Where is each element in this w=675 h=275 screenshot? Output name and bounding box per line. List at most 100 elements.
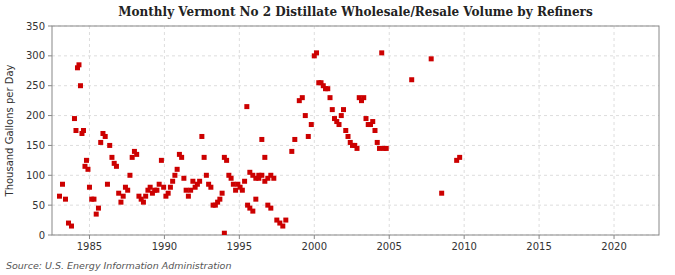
grid	[52, 26, 659, 235]
point	[109, 155, 114, 160]
point	[157, 182, 162, 187]
x-tick	[389, 235, 390, 239]
point	[309, 122, 314, 127]
title: Monthly Vermont No 2 Distillate Wholesal…	[118, 5, 593, 19]
point	[346, 134, 351, 139]
point	[409, 77, 414, 82]
point	[280, 224, 285, 229]
point	[96, 206, 101, 211]
point	[202, 155, 207, 160]
grid-line-x	[239, 26, 240, 235]
point	[130, 155, 135, 160]
point	[87, 185, 92, 190]
x-tick-label: 2005	[376, 241, 401, 252]
x-tick	[314, 235, 315, 239]
y-tick-label: 50	[32, 200, 45, 211]
grid-line-y	[52, 55, 659, 56]
y-tick	[48, 115, 52, 116]
x-tick-label: 1990	[152, 241, 177, 252]
point	[300, 95, 305, 100]
point	[375, 140, 380, 145]
x-tick-label: 1995	[227, 241, 252, 252]
point	[262, 179, 267, 184]
x-tick	[539, 235, 540, 239]
y-tick	[48, 205, 52, 206]
y-tick	[48, 235, 52, 236]
y-axis-label: Thousand Gallons per Day	[4, 64, 15, 197]
point	[166, 191, 171, 196]
point	[314, 50, 319, 55]
grid-line-y	[52, 115, 659, 116]
point	[208, 185, 213, 190]
point	[328, 95, 333, 100]
points	[57, 50, 462, 235]
point	[179, 155, 184, 160]
point	[81, 128, 86, 133]
x-tick-label: 1985	[77, 241, 102, 252]
point	[161, 185, 166, 190]
point	[231, 182, 236, 187]
point	[190, 179, 195, 184]
y-tick-label: 200	[26, 110, 45, 121]
y-tick	[48, 175, 52, 176]
x-tick	[464, 235, 465, 239]
x-tick-label: 2020	[601, 241, 626, 252]
y-tick-label: 350	[26, 21, 45, 32]
point	[127, 173, 132, 178]
x-tick	[614, 235, 615, 239]
point	[250, 209, 255, 214]
point	[98, 140, 103, 145]
plot-frame	[52, 26, 659, 235]
point	[143, 194, 148, 199]
x-tick-label: 2010	[451, 241, 476, 252]
point	[343, 128, 348, 133]
point	[204, 173, 209, 178]
point	[439, 191, 444, 196]
point	[306, 134, 311, 139]
point	[370, 119, 375, 124]
point	[184, 188, 189, 193]
point	[69, 224, 74, 229]
point	[181, 176, 186, 181]
grid-line-y	[52, 85, 659, 86]
point	[78, 83, 83, 88]
y-tick	[48, 145, 52, 146]
point	[384, 146, 389, 151]
y-tick-label: 300	[26, 50, 45, 61]
point	[134, 152, 139, 157]
point	[289, 149, 294, 154]
point	[268, 206, 273, 211]
background	[0, 0, 675, 275]
point	[222, 231, 227, 235]
point	[121, 194, 126, 199]
point	[292, 137, 297, 142]
point	[363, 116, 368, 121]
grid-line-x	[614, 26, 615, 235]
grid-line-x	[389, 26, 390, 235]
y-tick-label: 250	[26, 80, 45, 91]
point	[57, 194, 62, 199]
y-tick	[48, 55, 52, 56]
point	[197, 179, 202, 184]
x-tick	[89, 235, 90, 239]
point	[188, 188, 193, 193]
point	[125, 188, 130, 193]
chart: 1985199019952000200520102015202005010015…	[0, 0, 675, 275]
point	[84, 158, 89, 163]
x-tick	[239, 235, 240, 239]
y-tick-label: 100	[26, 170, 45, 181]
point	[361, 95, 366, 100]
point	[103, 134, 108, 139]
point	[175, 167, 180, 172]
y-tick	[48, 85, 52, 86]
point	[303, 113, 308, 118]
point	[224, 158, 229, 163]
point	[91, 197, 96, 202]
point	[325, 86, 330, 91]
point	[217, 197, 222, 202]
point	[63, 197, 68, 202]
x-tick	[164, 235, 165, 239]
point	[94, 212, 99, 217]
point	[159, 158, 164, 163]
point	[341, 107, 346, 112]
